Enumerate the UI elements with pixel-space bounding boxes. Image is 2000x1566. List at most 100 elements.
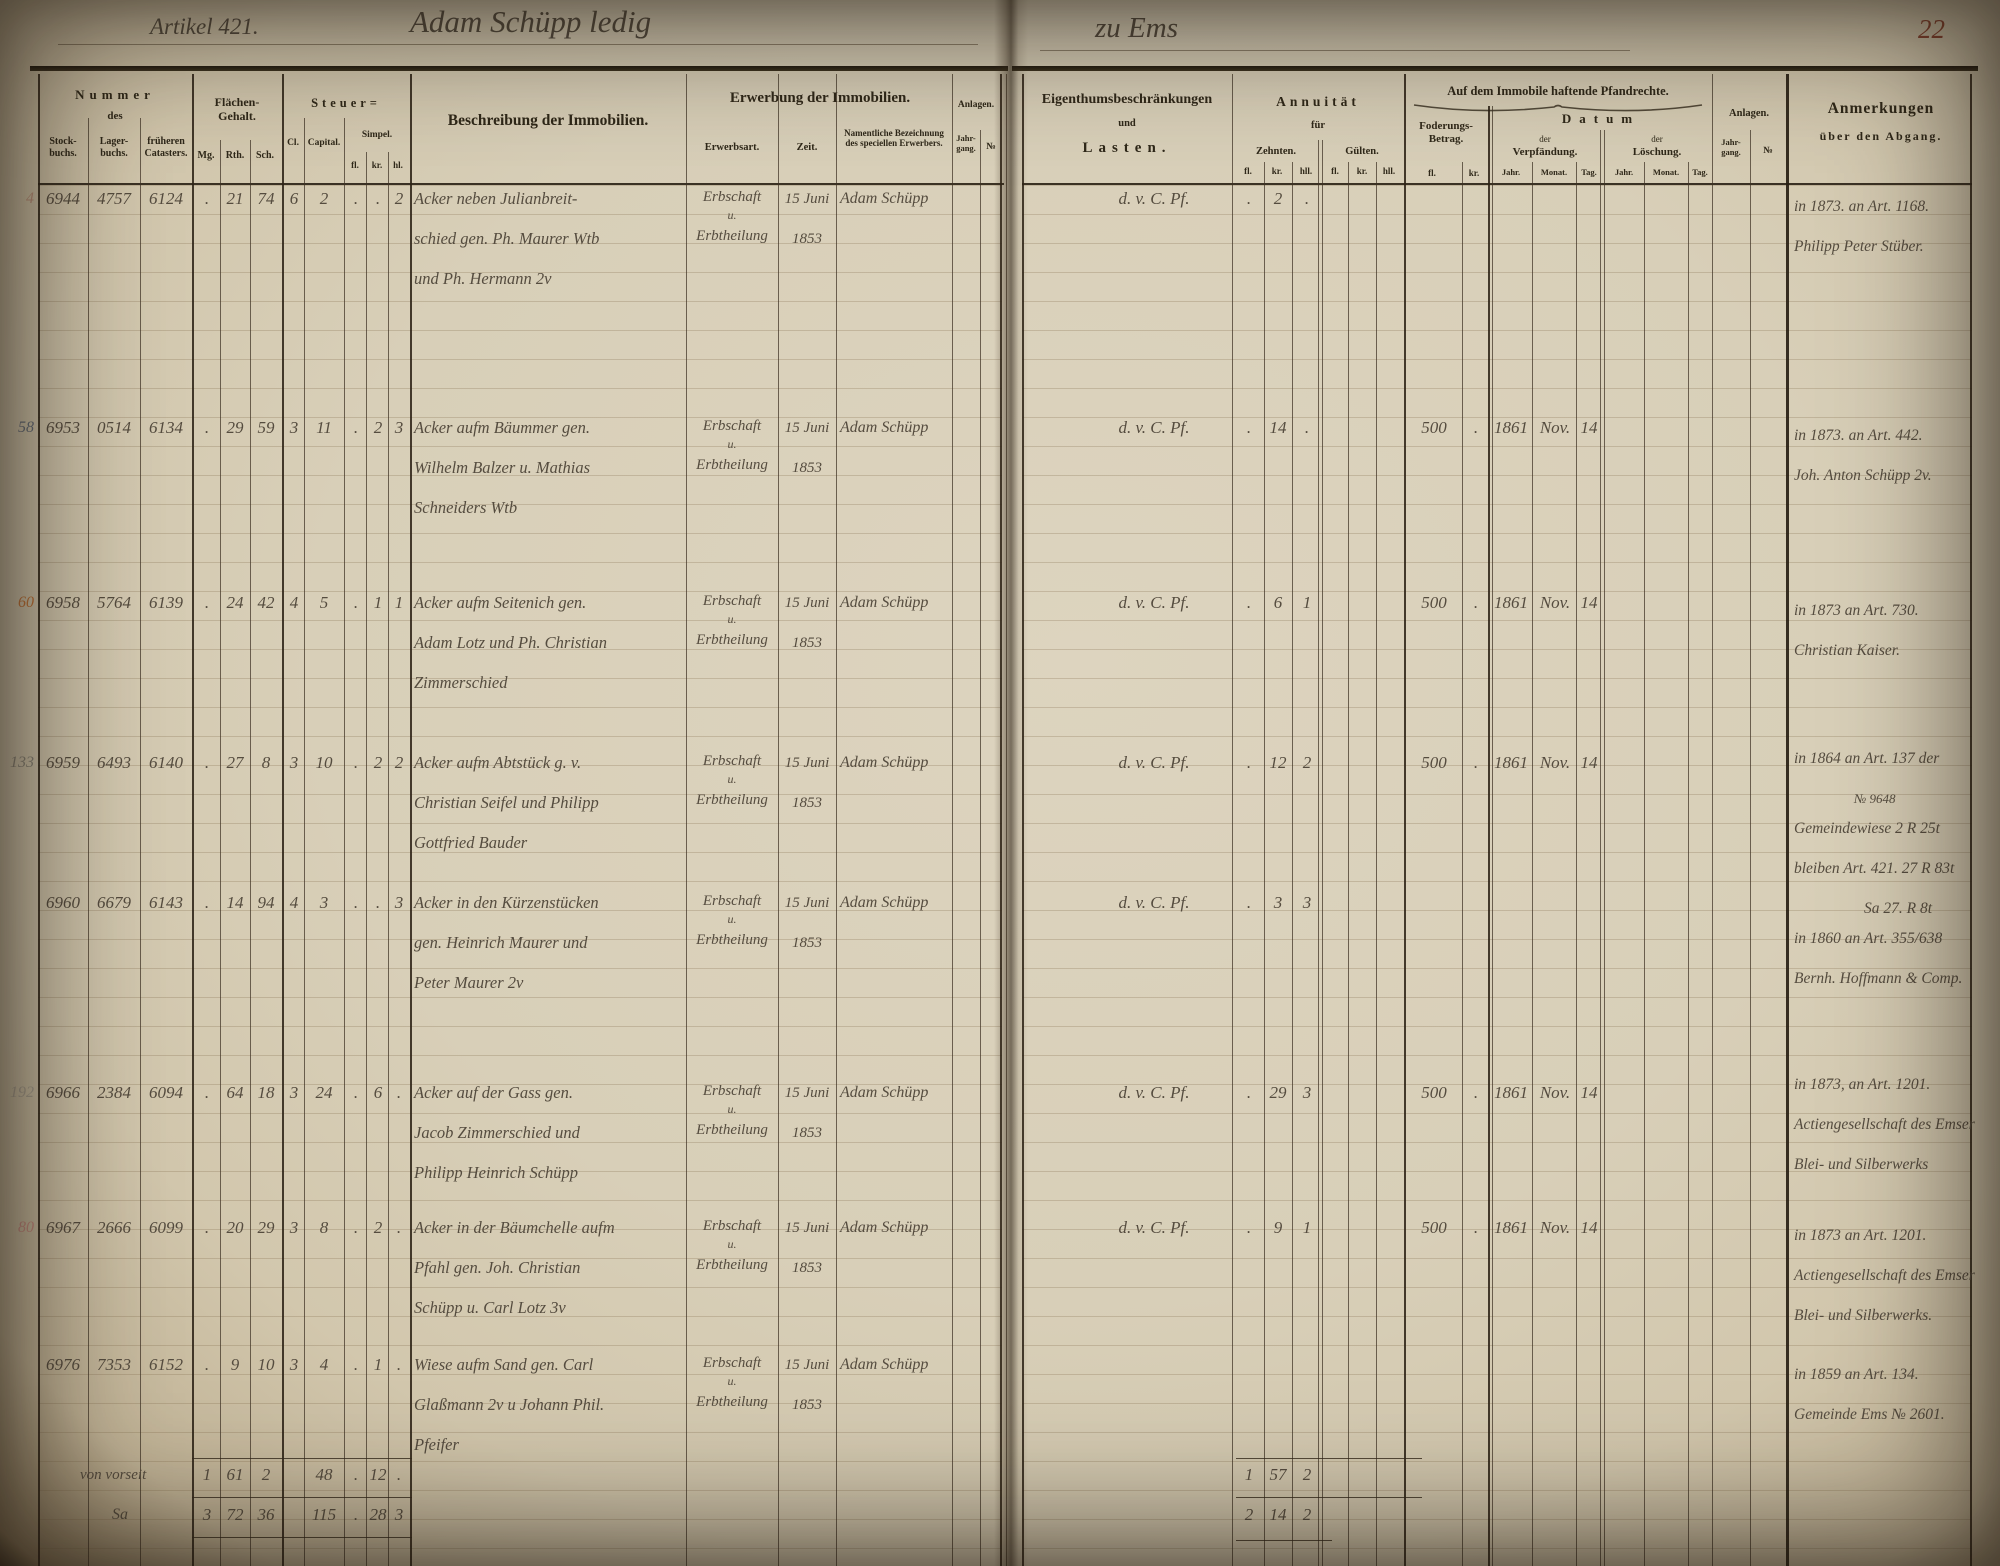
encumbrance-entry: d. v. C. Pf. (1118, 1083, 1190, 1102)
col-line (1318, 140, 1319, 1566)
left-header-bottom-rule (38, 183, 1004, 185)
lagerbuch-no: 6493 (97, 753, 131, 772)
property-description: Acker aufm Seitenich gen. Adam Lotz und P… (414, 593, 607, 692)
header-capital: Capital. (307, 138, 341, 148)
annuity-sum-fl: 2 (1244, 1505, 1254, 1524)
margin-number: 58 (18, 419, 34, 436)
col-line (1292, 162, 1293, 1566)
simpel-fl: . (353, 189, 359, 208)
simpel-hl: 2 (394, 189, 404, 208)
sum-fl: . (353, 1505, 359, 1524)
header-datum: Datum (1561, 111, 1641, 126)
header-der-loesch: der (1651, 134, 1663, 144)
steuer-capital: 5 (319, 593, 329, 612)
header-zeit: Zeit. (796, 142, 818, 153)
steuer-cl: 3 (289, 1355, 299, 1374)
col-line (1404, 74, 1406, 1566)
header-lagerbuchs: Lager-buchs. (99, 136, 129, 159)
stockbuch-no: 6976 (46, 1355, 80, 1374)
annuity-kr: 3 (1273, 893, 1283, 912)
flaechen-sch: 18 (257, 1083, 275, 1102)
header-z-hll: hll. (1299, 166, 1313, 176)
header-cataster: früheren Catasters. (144, 136, 188, 159)
flaechen-rth: 20 (226, 1218, 244, 1237)
annuity-hll: 2 (1302, 753, 1312, 772)
acquisition-date: 15 Juni 1853 (784, 1085, 830, 1141)
abgang-note: in 1873 an Art. 1201. Actiengesellschaft … (1794, 1227, 1975, 1324)
steuer-capital: 2 (319, 189, 329, 208)
pledge-day: 14 (1580, 753, 1598, 772)
steuer-capital: 11 (316, 418, 332, 437)
sum-rth: 61 (226, 1465, 244, 1484)
steuer-cl: 6 (289, 189, 299, 208)
header-simpel-hl: hl. (393, 160, 403, 170)
header-foderungs: Foderungs- Betrag. (1419, 120, 1473, 145)
lagerbuch-no: 2384 (97, 1083, 131, 1102)
steuer-capital: 4 (319, 1355, 329, 1374)
property-description: Acker auf der Gass gen. Jacob Zimmerschie… (414, 1083, 580, 1182)
sum-fl: . (353, 1465, 359, 1484)
col-line (140, 118, 141, 1566)
acquisition-date: 15 Juni 1853 (784, 420, 830, 476)
annuity-kr: 29 (1269, 1083, 1287, 1102)
acquisition-date: 15 Juni 1853 (784, 191, 830, 247)
acquisition-date: 15 Juni 1853 (784, 595, 830, 651)
simpel-hl: . (396, 1218, 402, 1237)
col-line (1688, 162, 1689, 1566)
col-line (778, 74, 779, 1566)
acquisition-date: 15 Juni 1853 (784, 1357, 830, 1413)
encumbrance-entry: d. v. C. Pf. (1118, 1218, 1190, 1237)
flaechen-sch: 10 (257, 1355, 275, 1374)
stockbuch-no: 6958 (46, 593, 80, 612)
annuity-kr: 6 (1273, 593, 1283, 612)
header-simpel-kr: kr. (371, 160, 383, 170)
abgang-note: in 1873. an Art. 1168. Philipp Peter Stüb… (1794, 198, 1930, 255)
summa-label: Sa (112, 1506, 128, 1523)
sum-rth: 72 (226, 1505, 244, 1524)
encumbrance-entry: d. v. C. Pf. (1118, 893, 1190, 912)
simpel-hl: . (396, 1083, 402, 1102)
simpel-kr: . (375, 189, 381, 208)
pledge-year: 1861 (1494, 753, 1528, 772)
header-anmerkungen: Anmerkungen (1827, 100, 1935, 117)
pledge-day: 14 (1580, 1218, 1598, 1237)
top-rule-left (58, 44, 978, 45)
pledge-year: 1861 (1494, 1218, 1528, 1237)
steuer-capital: 3 (319, 893, 329, 912)
sum-mg: 1 (202, 1465, 212, 1484)
col-line (1492, 106, 1493, 1566)
simpel-kr: 1 (373, 1355, 383, 1374)
col-line (344, 118, 345, 1566)
col-line (192, 74, 194, 1566)
col-line (1264, 162, 1265, 1566)
claim-amount-kr: . (1473, 593, 1479, 612)
header-pfandrechte: Auf dem Immobile haftende Pfandrechte. (1447, 84, 1669, 98)
sum-rule (1236, 1540, 1332, 1541)
header-der-verpf: der (1539, 134, 1551, 144)
sum-hl: 3 (394, 1505, 404, 1524)
acquirer-name: Adam Schüpp (840, 894, 929, 911)
encumbrance-entry: d. v. C. Pf. (1118, 593, 1190, 612)
acquirer-name: Adam Schüpp (840, 190, 929, 207)
header-guelten: Gülten. (1345, 146, 1379, 157)
header-jahrgang-right: Jahr-gang. (1721, 137, 1741, 157)
pledge-month: Nov. (1539, 418, 1571, 437)
flaechen-mg: . (204, 753, 210, 772)
col-line (1600, 130, 1601, 1566)
flaechen-mg: . (204, 1083, 210, 1102)
stockbuch-no: 6966 (46, 1083, 80, 1102)
pledge-month: Nov. (1539, 593, 1571, 612)
lagerbuch-no: 5764 (97, 593, 131, 612)
flaechen-mg: . (204, 893, 210, 912)
header-lasten: Lasten. (1082, 140, 1172, 156)
pledge-month: Nov. (1539, 1083, 1571, 1102)
header-jahrgang-left: Jahr-gang. (956, 133, 976, 153)
pledge-year: 1861 (1494, 1083, 1528, 1102)
col-line (1488, 106, 1490, 1566)
encumbrance-entry: d. v. C. Pf. (1118, 418, 1190, 437)
simpel-kr: 2 (373, 418, 383, 437)
cataster-no: 6139 (149, 593, 183, 612)
sum-sch: 2 (261, 1465, 271, 1484)
abgang-note: in 1859 an Art. 134. Gemeinde Ems № 2601. (1794, 1366, 1945, 1423)
header-betrag-kr: kr. (1468, 168, 1480, 178)
